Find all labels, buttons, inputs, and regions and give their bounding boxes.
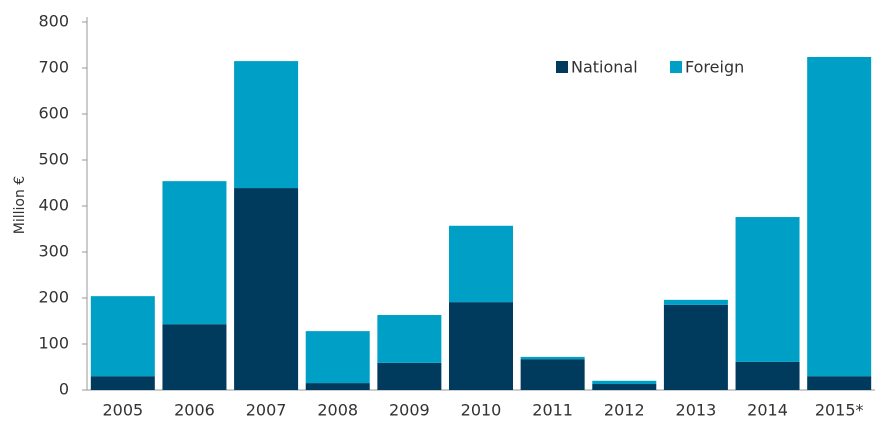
bar-segment: [305, 331, 370, 384]
y-tick-label: 100: [38, 334, 69, 353]
bar-segment: [520, 356, 585, 360]
legend-label: National: [571, 58, 638, 77]
bar-segment: [520, 359, 585, 390]
y-tick-label: 0: [59, 380, 69, 399]
x-tick-label: 2009: [389, 401, 430, 420]
x-tick-label: 2013: [676, 401, 717, 420]
x-tick-label: 2015*: [815, 401, 864, 420]
y-tick-label: 800: [38, 12, 69, 31]
bar-segment: [90, 376, 155, 390]
bar-segment: [234, 188, 299, 390]
x-tick-label: 2005: [102, 401, 143, 420]
bar-segment: [234, 61, 299, 189]
bar-segment: [735, 361, 800, 390]
x-tick-label: 2014: [747, 401, 788, 420]
bar-segment: [592, 384, 657, 390]
x-tick-label: 2007: [246, 401, 287, 420]
bar-segment: [735, 217, 800, 362]
y-tick-label: 500: [38, 150, 69, 169]
x-tick-label: 2012: [604, 401, 645, 420]
bar-segment: [90, 296, 155, 377]
bar-segment: [663, 299, 728, 305]
x-tick-label: 2011: [532, 401, 573, 420]
bar-segment: [377, 315, 442, 363]
bar-segment: [305, 383, 370, 390]
bar-segment: [162, 181, 227, 325]
legend-label: Foreign: [685, 58, 744, 77]
x-tick-label: 2006: [174, 401, 215, 420]
bar-segment: [807, 56, 872, 377]
bar-segment: [449, 302, 513, 390]
bar-segment: [807, 376, 872, 390]
bar-segment: [449, 225, 513, 303]
legend-swatch: [670, 61, 682, 73]
y-tick-label: 200: [38, 288, 69, 307]
y-tick-label: 600: [38, 104, 69, 123]
y-tick-label: 700: [38, 58, 69, 77]
y-axis-label: Million €: [12, 176, 28, 234]
bar-segment: [162, 324, 227, 390]
y-tick-label: 400: [38, 196, 69, 215]
bar-segment: [377, 362, 442, 390]
legend-swatch: [556, 61, 568, 73]
y-tick-label: 300: [38, 242, 69, 261]
bar-segment: [592, 380, 657, 385]
x-tick-label: 2008: [317, 401, 358, 420]
x-tick-label: 2010: [461, 401, 502, 420]
bar-segment: [663, 304, 728, 390]
